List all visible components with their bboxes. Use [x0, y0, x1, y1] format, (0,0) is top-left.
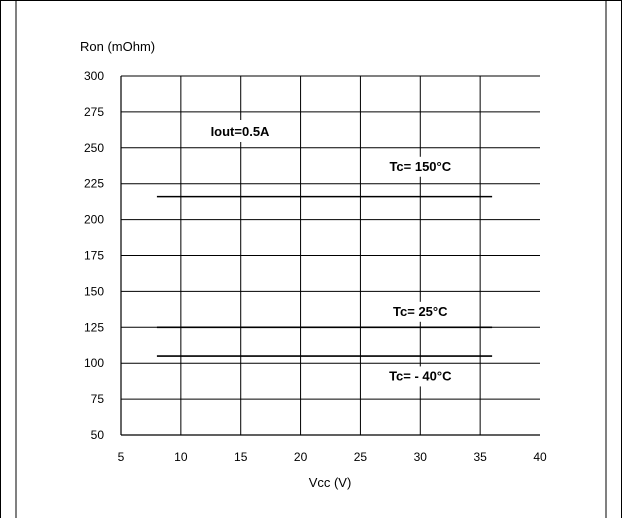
label-background: [364, 366, 477, 387]
label-background: [364, 301, 477, 322]
series-label: Tc= 25°C: [393, 304, 448, 319]
y-tick-label: 50: [91, 428, 105, 442]
series-lines: [156, 195, 493, 357]
label-background: [364, 156, 477, 177]
x-tick-label: 35: [473, 450, 487, 464]
x-tick-label: 30: [414, 450, 428, 464]
tick-labels: 5 10 15 20 25 30 35 40 50 75 100 125 150 175 200 225 250…: [84, 69, 547, 464]
x-tick-label: 40: [533, 450, 547, 464]
x-tick-label: 5: [118, 450, 125, 464]
y-tick-label: 250: [84, 141, 104, 155]
y-tick-label: 275: [84, 105, 104, 119]
y-tick-label: 200: [84, 213, 104, 227]
y-tick-label: 150: [84, 284, 104, 298]
x-tick-label: 10: [174, 450, 188, 464]
series-labels: Iout=0.5A Tc= 150°C Tc= 25°C Tc= - 40°C: [211, 124, 453, 383]
y-tick-label: 300: [84, 69, 104, 83]
axes: [120, 76, 540, 436]
y-tick-label: 100: [84, 356, 104, 370]
label-background: [187, 120, 293, 142]
x-axis-label: Vcc (V): [309, 475, 352, 490]
gridlines: [121, 75, 540, 435]
y-axis-label: Ron (mOhm): [80, 39, 155, 54]
x-tick-label: 20: [294, 450, 308, 464]
series-label: Tc= 150°C: [389, 159, 451, 174]
y-tick-label: 225: [84, 177, 104, 191]
y-tick-label: 75: [91, 392, 105, 406]
x-tick-label: 15: [234, 450, 248, 464]
x-tick-label: 25: [354, 450, 368, 464]
y-tick-label: 125: [84, 320, 104, 334]
series-label: Tc= - 40°C: [389, 368, 452, 383]
y-tick-label: 175: [84, 249, 104, 263]
condition-annotation: Iout=0.5A: [211, 124, 270, 139]
